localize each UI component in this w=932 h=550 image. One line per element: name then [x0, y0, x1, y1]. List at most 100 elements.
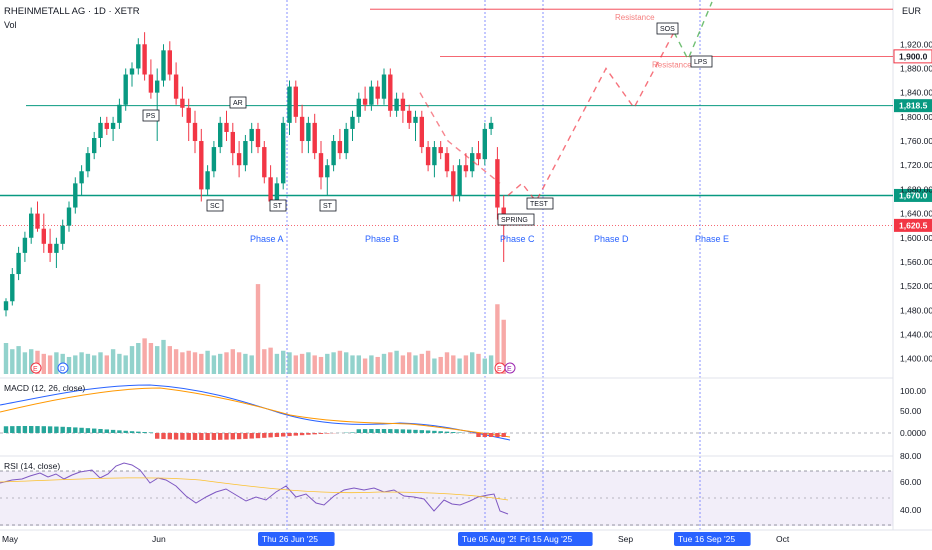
- macd-hist-bar: [180, 433, 185, 440]
- macd-hist-bar: [47, 426, 53, 433]
- volume-bar: [476, 353, 481, 374]
- macd-hist-bar: [73, 427, 78, 433]
- candle-body: [356, 98, 361, 117]
- macd-hist-bar: [476, 433, 481, 437]
- dividend-marker-circle: [57, 362, 69, 374]
- rsi-tick-label: 60.00: [900, 477, 922, 487]
- wyckoff-label: SC: [210, 203, 220, 210]
- phase-label: Phase B: [365, 234, 399, 244]
- price-tag-label: 1,620.5: [899, 220, 928, 230]
- macd-hist-bar: [104, 429, 109, 433]
- volume-bar: [205, 350, 210, 374]
- volume-bar: [73, 355, 78, 374]
- volume-bar: [463, 355, 469, 374]
- phase-label: Phase C: [500, 234, 535, 244]
- volume-bar: [350, 355, 355, 374]
- volume-bar: [98, 352, 103, 374]
- volume-bar: [344, 352, 349, 374]
- candle-body: [205, 171, 210, 190]
- macd-hist-bar: [318, 433, 324, 434]
- volume-bar: [54, 352, 59, 374]
- macd-signal-line: [0, 387, 511, 438]
- macd-hist-bar: [35, 426, 40, 433]
- macd-hist-bar: [54, 426, 59, 433]
- macd-hist-bar: [413, 429, 418, 433]
- projection-layer: [419, 1, 713, 203]
- volume-bar: [281, 350, 286, 374]
- volume-bar: [3, 343, 9, 374]
- price-tick-label: 1,640.00: [900, 209, 932, 219]
- earnings-marker: E: [33, 366, 38, 373]
- candle-body: [60, 225, 65, 244]
- label-layer: Resistance Resistance Phase A Phase B Phase …: [30, 13, 729, 374]
- volume-bar: [148, 343, 154, 374]
- phase-label: Phase A: [250, 234, 284, 244]
- wyckoff-label-box: [319, 199, 337, 212]
- macd-hist-bar: [110, 429, 116, 433]
- macd-hist-bar: [425, 430, 431, 433]
- time-tick-label: Oct: [776, 534, 790, 544]
- volume-bar: [249, 355, 254, 374]
- macd-hist-bar: [230, 433, 235, 440]
- macd-tick-label: 100.00: [900, 386, 926, 396]
- symbol-title: RHEINMETALL AG · 1D · XETR: [4, 6, 140, 17]
- resistance-annotation: Resistance: [615, 13, 655, 22]
- candle-body: [148, 74, 154, 93]
- candle-body: [92, 138, 97, 154]
- macd-histogram: [3, 426, 506, 440]
- time-axis: May Jun Thu 26 Jun '25 Tue 05 Aug '25 Fri 15…: [2, 532, 790, 546]
- candle-body: [413, 116, 418, 123]
- macd-hist-bar: [142, 432, 147, 433]
- candle-body: [470, 153, 475, 172]
- candle-body: [136, 44, 141, 69]
- price-tick-label: 1,560.00: [900, 257, 932, 267]
- candle-body: [41, 228, 46, 244]
- volume-bar: [66, 356, 72, 374]
- candle-body: [350, 116, 355, 129]
- macd-hist-bar: [299, 433, 305, 436]
- candle-body: [167, 50, 172, 75]
- macd-hist-bar: [306, 433, 311, 435]
- candle-body: [22, 237, 28, 253]
- volume-bar: [155, 346, 160, 374]
- volume-bar: [255, 284, 261, 374]
- macd-hist-bar: [236, 433, 242, 440]
- volume-bar: [501, 319, 506, 374]
- macd-hist-bar: [482, 433, 487, 437]
- volume-bar: [444, 352, 450, 374]
- price-tag-bg: [894, 99, 932, 113]
- earnings-marker-circle: [30, 362, 42, 374]
- candle-body: [249, 128, 254, 142]
- price-tick-label: 1,480.00: [900, 305, 932, 315]
- macd-hist-bar: [66, 427, 72, 433]
- candle-body: [463, 165, 469, 172]
- projection-path: [507, 31, 675, 203]
- macd-hist-bar: [199, 433, 204, 440]
- volume-bar: [375, 356, 380, 374]
- phase-label: Phase D: [594, 234, 629, 244]
- earnings-marker-3-circle: [504, 362, 516, 374]
- volume-bar: [381, 353, 387, 374]
- macd-hist-bar: [186, 433, 191, 440]
- macd-hist-bar: [293, 433, 298, 436]
- candle-body: [192, 122, 198, 142]
- wyckoff-label-box: [497, 213, 535, 226]
- candle-body: [218, 122, 223, 148]
- phase-label: Phase E: [695, 234, 729, 244]
- volume-bar: [274, 353, 280, 374]
- volume-bar: [192, 352, 198, 374]
- price-tick-label: 1,840.00: [900, 88, 932, 98]
- candle-body: [54, 243, 59, 253]
- rsi-ma-line: [0, 477, 509, 501]
- candle-body: [451, 171, 456, 196]
- macd-hist-bar: [167, 433, 172, 440]
- volume-bar: [35, 350, 40, 374]
- volume-bar: [224, 352, 229, 374]
- volume-bar: [85, 353, 91, 374]
- wyckoff-label-box: [229, 96, 247, 109]
- volume-bar: [482, 358, 487, 374]
- date-tag-bg: [258, 532, 335, 546]
- macd-hist-bar: [161, 433, 166, 440]
- candle-body: [381, 74, 387, 99]
